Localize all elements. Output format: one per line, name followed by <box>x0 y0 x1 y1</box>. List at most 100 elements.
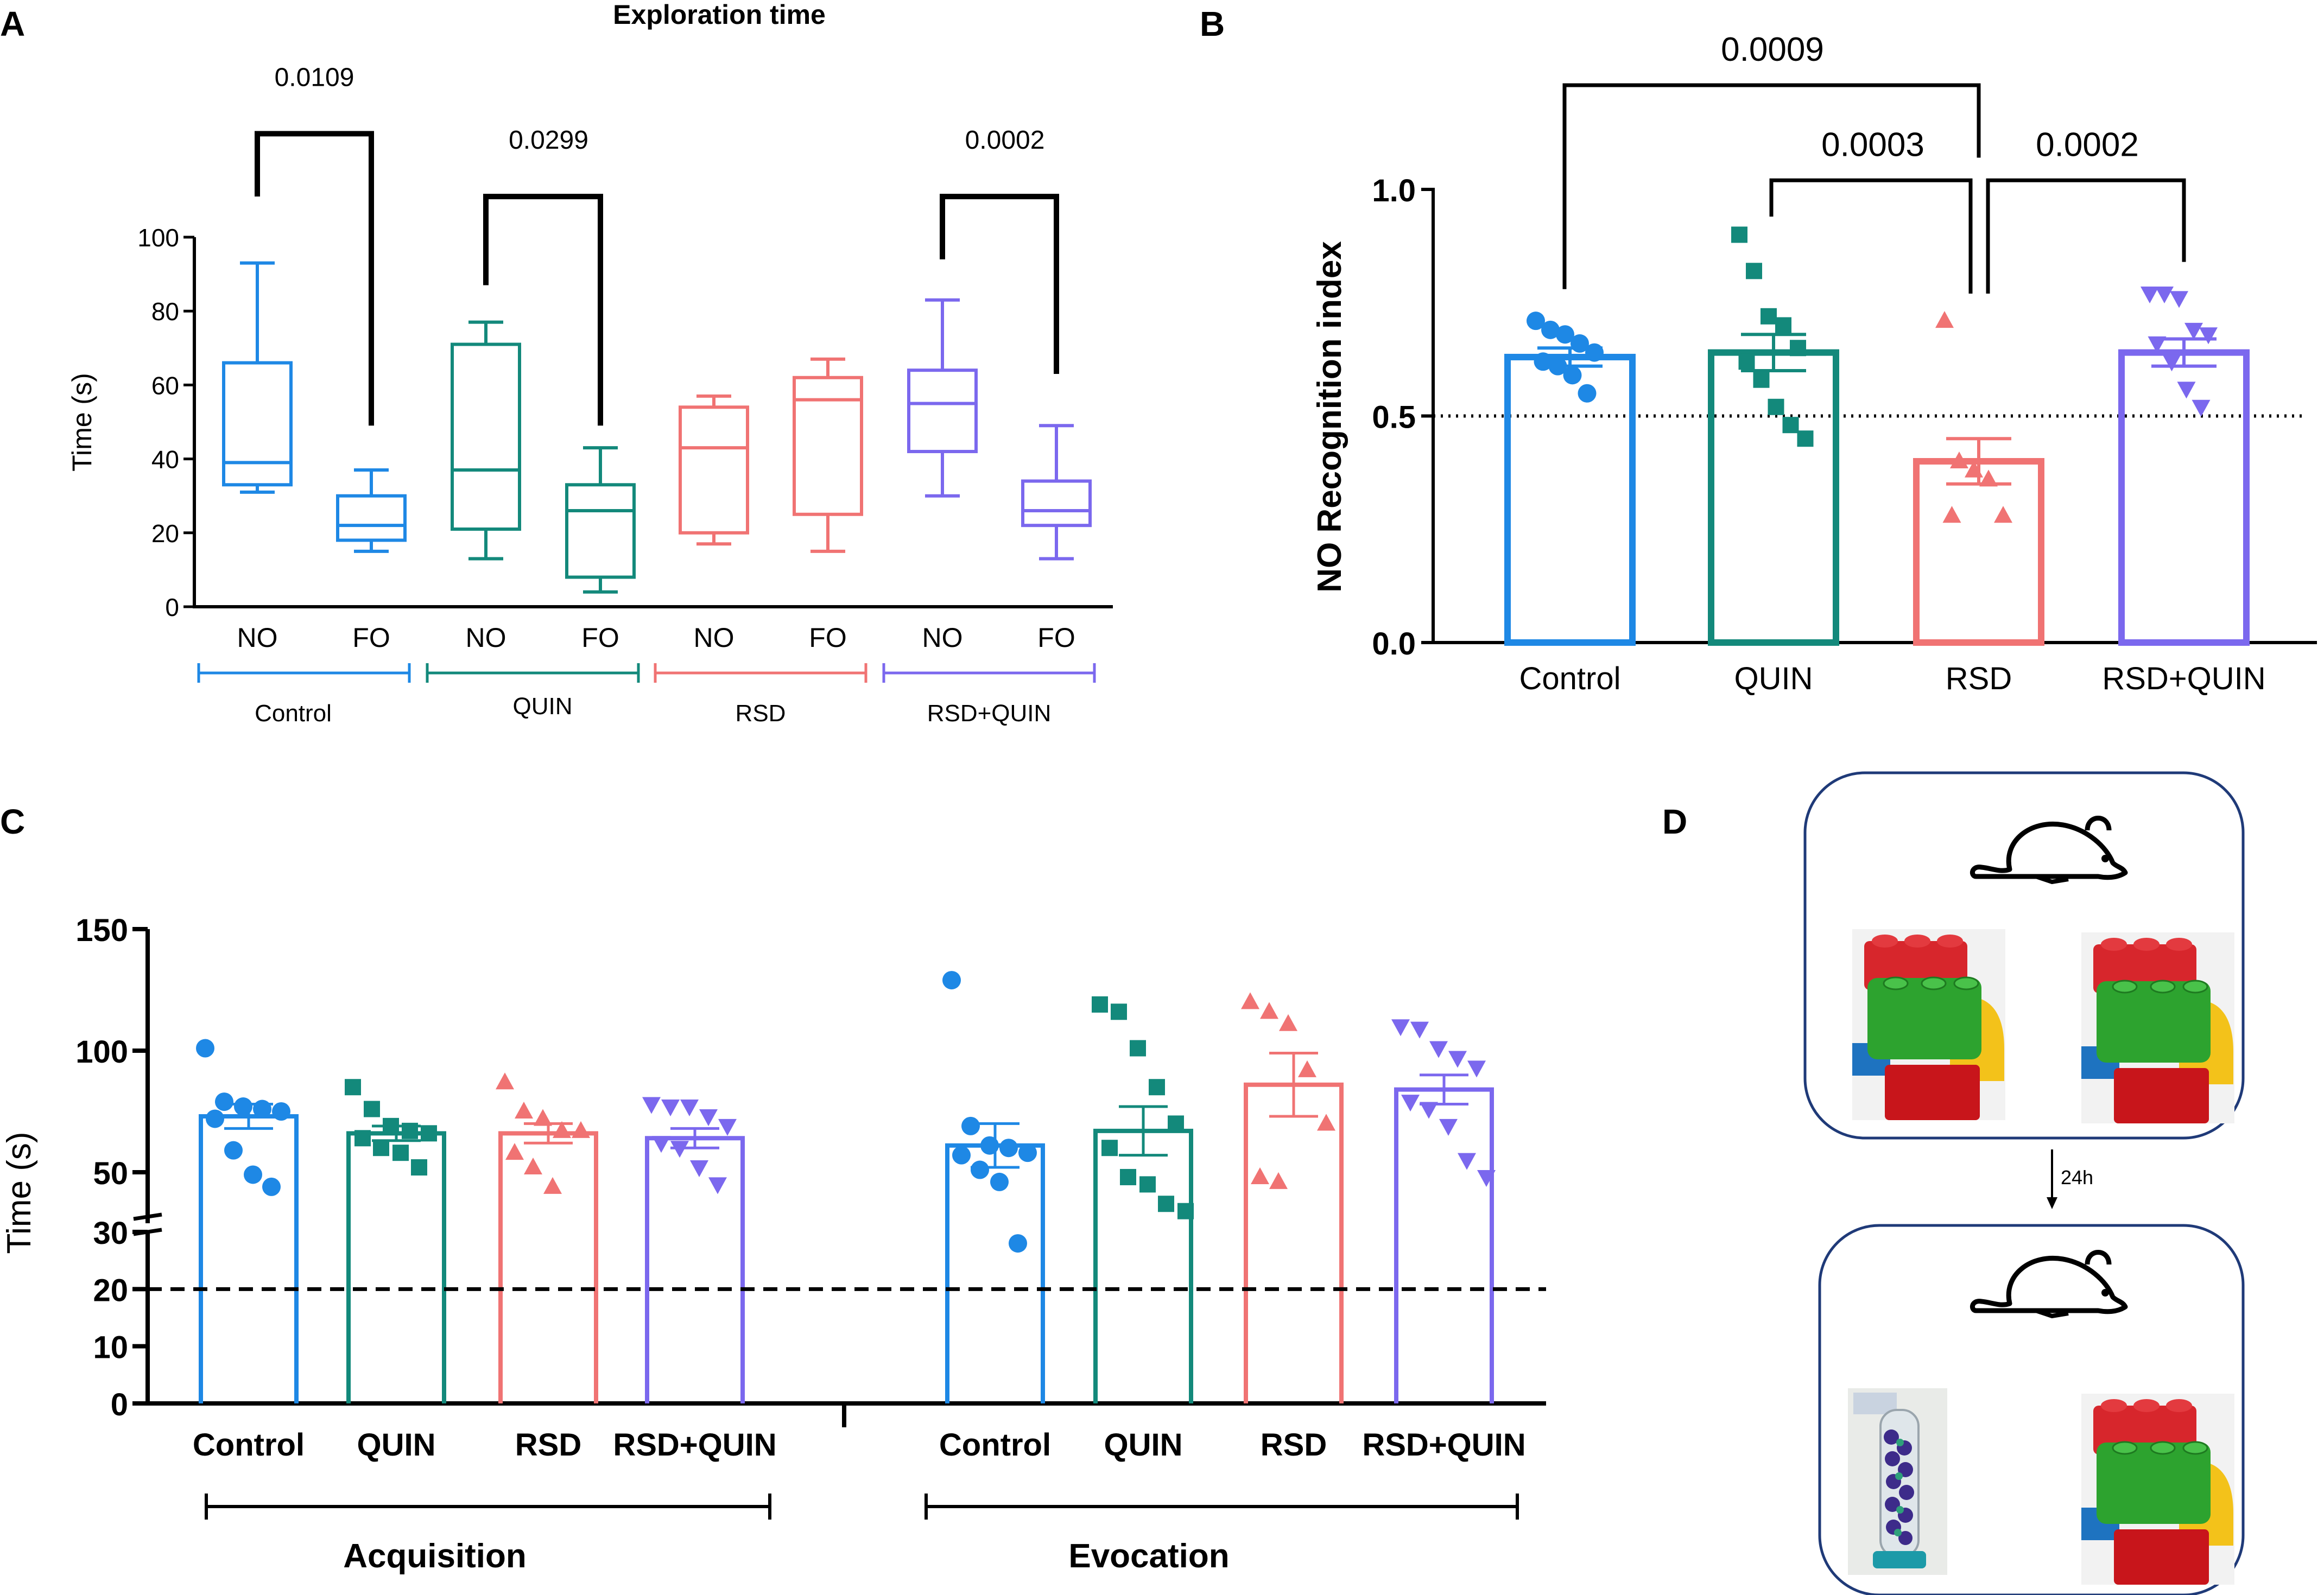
panel-a-y-tick-label: 20 <box>151 519 179 548</box>
panel-label-c: C <box>0 802 25 841</box>
panel-c-y-tick-label: 30 <box>93 1216 128 1251</box>
lego-stud <box>2182 1441 2208 1455</box>
lego-green-block <box>2097 981 2211 1063</box>
panel-a-box <box>1021 424 1092 561</box>
lego-stud <box>2166 938 2192 951</box>
box-iqr <box>1021 479 1092 528</box>
panel-b-data-point <box>1935 311 1954 328</box>
panel-b-data-point <box>1950 452 1968 468</box>
lego-stud <box>1921 976 1947 990</box>
panel-c-data-point <box>383 1117 399 1134</box>
panel-c-category-label: Control <box>193 1427 305 1463</box>
lego-red-base <box>2114 1529 2209 1585</box>
panel-a-category-label: NO <box>922 622 963 653</box>
panel-c-y-tick-label: 20 <box>93 1273 128 1308</box>
panel-c-y-tick-label: 100 <box>75 1034 128 1070</box>
panel-c-y-axis-label: Time (s) <box>1 1132 38 1254</box>
panel-c-data-point <box>942 971 961 990</box>
panel-a-category-label: FO <box>809 622 846 653</box>
panel-c-y-tick-label: 0 <box>111 1387 128 1422</box>
panel-c-data-point <box>496 1072 514 1090</box>
panel-c-data-point <box>642 1097 661 1114</box>
lego-stud <box>2133 938 2160 951</box>
panel-b-data-point <box>1782 417 1799 434</box>
panel-c-data-point <box>1269 1172 1288 1189</box>
panel-b-category-label: RSD <box>1946 661 2012 696</box>
panel-c-data-point <box>524 1158 542 1175</box>
delay-arrow-head <box>2047 1197 2057 1209</box>
panel-c-data-point <box>1251 1167 1269 1184</box>
panel-c-data-point <box>980 1136 999 1155</box>
lego-stud <box>2112 980 2138 994</box>
lego-stud <box>1937 935 1963 948</box>
panel-b-bar <box>1913 458 2044 646</box>
panel-b-p-value: 0.0003 <box>1821 126 1924 163</box>
panel-b-significance-bracket <box>1769 178 1973 294</box>
panel-c-data-point <box>373 1140 389 1156</box>
panel-a-box <box>907 298 978 498</box>
mouse-icon-test <box>1970 1250 2128 1319</box>
panel-c-data-point <box>1130 1040 1146 1057</box>
panel-a-p-value: 0.0002 <box>965 126 1045 155</box>
panel-a-significance-bracket <box>940 194 1059 374</box>
panel-a-box <box>793 357 863 553</box>
panel-c-data-point <box>1111 1003 1127 1020</box>
panel-c-data-point <box>1260 1002 1278 1019</box>
panel-c-category-label: RSD+QUIN <box>1362 1427 1525 1463</box>
panel-c-bar <box>498 1131 598 1403</box>
panel-b-bar-chart: NO Recognition index 0.0 0.5 1.0 Control QU… <box>1311 31 2317 696</box>
panel-c-data-point <box>244 1165 262 1184</box>
box-iqr <box>222 361 293 487</box>
panel-b-data-point <box>1753 371 1770 388</box>
panel-a-group-label: Control <box>255 700 332 727</box>
panel-b-data-point <box>2162 354 2181 372</box>
panel-b-data-point <box>1541 320 1560 339</box>
lego-green-block <box>2097 1443 2211 1524</box>
panel-a-significance-bracket <box>255 131 374 426</box>
panel-c-data-point <box>952 1146 971 1165</box>
lego-stud <box>2112 1441 2138 1455</box>
panel-b-category-label: RSD+QUIN <box>2102 661 2265 696</box>
panel-c-data-point <box>1092 996 1108 1013</box>
lego-stack-object <box>2081 1394 2234 1585</box>
panel-c-axis-break-top <box>133 1212 162 1221</box>
panel-c-data-point <box>1458 1153 1476 1170</box>
panel-c-phase-label: Acquisition <box>343 1537 527 1575</box>
panel-a-box <box>222 261 293 494</box>
panel-c-data-point <box>1177 1203 1194 1219</box>
box-iqr <box>565 483 636 579</box>
lego-stud <box>2133 1399 2160 1412</box>
panel-c-data-point <box>1241 992 1259 1009</box>
panel-a-box <box>451 320 521 561</box>
bead-tube-object <box>1848 1388 1947 1575</box>
panel-b-y-tick-label: 1.0 <box>1372 173 1416 208</box>
panel-c-y-tick-label: 50 <box>93 1156 128 1191</box>
panel-b-data-point <box>2155 287 2174 304</box>
panel-a-category-label: NO <box>466 622 506 653</box>
panel-b-data-point <box>1797 430 1814 447</box>
lego-stud <box>1904 935 1930 948</box>
panel-b-bar <box>1504 353 1636 646</box>
panel-b-data-point <box>2192 399 2211 417</box>
panel-b-data-point <box>1775 317 1791 334</box>
panel-b-data-point <box>2141 287 2159 304</box>
lego-stud <box>1883 976 1909 990</box>
panel-c-data-point <box>354 1130 371 1147</box>
panel-b-p-value: 0.0009 <box>1721 31 1824 68</box>
lego-stack-object <box>2081 932 2234 1123</box>
panel-c-bar <box>199 1114 299 1403</box>
panel-label-a: A <box>0 4 25 43</box>
panel-c-data-point <box>1477 1170 1496 1187</box>
panel-a-category-label: FO <box>1037 622 1075 653</box>
panel-b-p-value: 0.0002 <box>2036 126 2139 163</box>
lego-stud <box>2101 938 2127 951</box>
panel-b-data-point <box>1527 312 1545 331</box>
panel-c-data-point <box>345 1079 361 1096</box>
panel-b-data-point <box>1738 353 1755 370</box>
panel-c-y-tick-label: 10 <box>93 1330 128 1365</box>
panel-c-data-point <box>196 1039 214 1058</box>
panel-b-data-point <box>2199 327 2218 345</box>
panel-a-y-tick-label: 0 <box>165 593 179 621</box>
panel-c-data-point <box>1298 1060 1316 1077</box>
